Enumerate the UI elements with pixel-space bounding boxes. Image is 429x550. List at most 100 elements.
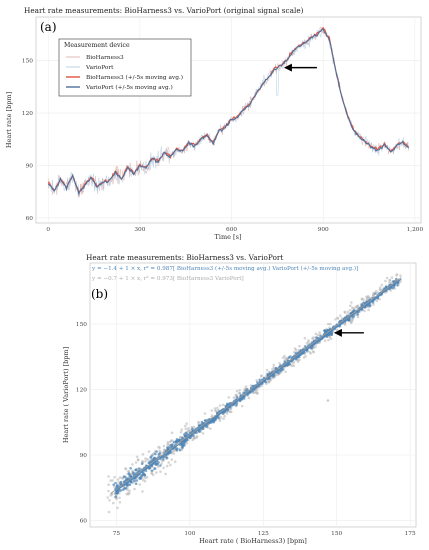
scatter-point-raw [172, 452, 176, 455]
scatter-point-raw [186, 429, 190, 432]
scatter-point-avg [171, 443, 174, 446]
scatter-point-raw [106, 496, 109, 499]
scatter-point-avg [133, 479, 136, 483]
scatter-point-raw [165, 464, 169, 468]
scatter-point-raw [314, 332, 318, 336]
scatter-point-avg [153, 467, 156, 470]
panel-b-fit-lines [110, 277, 402, 494]
scatter-point-raw [219, 416, 223, 419]
scatter-point-avg [256, 381, 259, 384]
scatter-point-avg [391, 280, 395, 283]
scatter-point-raw [232, 396, 236, 400]
scatter-point-raw [141, 459, 144, 463]
scatter-point-raw [372, 293, 376, 297]
scatter-point-cluster [326, 329, 330, 332]
scatter-point-avg [128, 473, 131, 477]
panel-a-ylabel: Heart rate [bpm] [5, 92, 13, 148]
scatter-point-raw [221, 403, 225, 407]
scatter-point-avg [217, 416, 220, 420]
panel-a-y-tick-label: 120 [22, 111, 33, 117]
scatter-point-avg [149, 456, 153, 459]
scatter-point-raw [374, 289, 378, 293]
panel-a-label: (a) [40, 20, 57, 34]
scatter-point-raw [141, 453, 145, 456]
scatter-point-raw [399, 274, 402, 278]
scatter-point-raw [187, 427, 190, 430]
panel-b: Heart rate measurements: BioHarness3 vs.… [62, 253, 417, 545]
panel-b-y-tick-labels: 60 90 120 150 [76, 322, 87, 524]
scatter-point-avg [303, 345, 307, 348]
panel-a-series [47, 26, 410, 198]
scatter-point-avg [139, 475, 143, 479]
scatter-point-raw [118, 476, 122, 479]
scatter-point-raw [162, 466, 165, 470]
scatter-point-raw [125, 492, 128, 496]
panel-b-y-tick-label: 150 [76, 322, 87, 328]
fit-line-1 [110, 277, 402, 494]
scatter-point-avg [352, 315, 355, 319]
legend-entry-bioharness3: BioHarness3 [86, 55, 124, 61]
scatter-point-raw [378, 286, 382, 289]
scatter-point-raw [311, 336, 315, 340]
scatter-point-raw [107, 510, 111, 514]
scatter-point-avg [114, 495, 118, 499]
scatter-point-raw [218, 419, 222, 422]
scatter-point-avg [374, 292, 377, 295]
scatter-point-raw [144, 460, 147, 463]
equation-moving-avg: y = −1.4 + 1 × x, r² = 0.987[ BioHarness… [91, 265, 358, 272]
scatter-point-raw [343, 311, 347, 314]
scatter-point-raw [128, 489, 131, 493]
scatter-point-raw [179, 436, 182, 439]
scatter-point-raw [113, 475, 116, 479]
scatter-point-raw [255, 379, 258, 382]
scatter-point-avg [129, 480, 133, 484]
scatter-point-raw [131, 463, 134, 466]
scatter-point-avg [205, 425, 208, 429]
scatter-point-raw [385, 276, 389, 280]
scatter-point-avg [394, 277, 398, 281]
panel-a-x-tick-label: 300 [134, 227, 145, 233]
scatter-point-raw [390, 276, 394, 279]
panel-a-x-tick-label: 1,200 [407, 227, 424, 233]
scatter-point-raw [283, 354, 286, 358]
scatter-point-raw [107, 483, 110, 487]
panel-a-y-tick-label: 90 [26, 163, 34, 169]
scatter-point-avg [183, 433, 186, 436]
scatter-point-raw [158, 449, 161, 453]
scatter-point-raw [159, 470, 162, 474]
panel-b-x-tick-label: 75 [113, 531, 121, 537]
scatter-point-avg [154, 452, 157, 456]
scatter-point-avg [157, 453, 161, 456]
scatter-point-avg [278, 371, 281, 375]
scatter-point-avg [112, 483, 115, 487]
scatter-point-raw [304, 355, 307, 358]
scatter-point-raw [303, 337, 307, 340]
scatter-point-avg [360, 303, 364, 306]
scatter-point-raw [170, 458, 174, 461]
scatter-point-raw [308, 351, 312, 354]
scatter-point-raw [329, 322, 332, 326]
scatter-point-raw [327, 338, 330, 342]
scatter-point-avg [155, 461, 159, 465]
scatter-point-avg [396, 283, 399, 287]
scatter-point-avg [175, 440, 178, 444]
scatter-point-raw [109, 479, 112, 482]
scatter-point-raw [335, 328, 339, 332]
scatter-point-raw [298, 344, 301, 348]
scatter-point-avg [129, 467, 132, 470]
panel-a-x-tick-label: 0 [46, 227, 50, 233]
scatter-point-raw [192, 425, 196, 429]
scatter-point-avg [177, 439, 181, 442]
scatter-point-avg [235, 403, 238, 407]
scatter-point-raw [127, 469, 130, 473]
scatter-point-avg [246, 388, 249, 391]
scatter-point-avg [140, 462, 144, 466]
scatter-point-avg [190, 427, 194, 431]
scatter-point-avg [356, 313, 360, 316]
scatter-point-avg [125, 478, 128, 482]
scatter-point-raw [214, 409, 218, 413]
scatter-point-raw [329, 337, 333, 341]
scatter-point-raw [124, 467, 127, 470]
scatter-point-raw [222, 417, 225, 421]
scatter-point-raw [363, 309, 366, 313]
